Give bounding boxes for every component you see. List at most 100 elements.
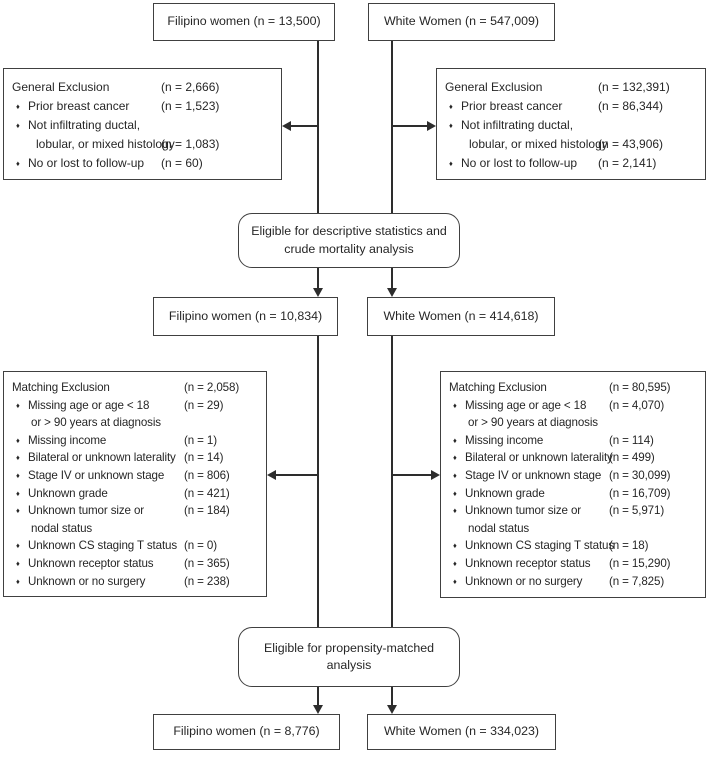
exclusion-header-row: Matching Exclusion (n = 80,595) [449,379,699,397]
arrowhead-right-icon [427,121,436,131]
row-count: (n = 2,141) [598,156,657,170]
bullet-icon: ♦ [16,558,20,568]
exclusion-row: ♦ Unknown CS staging T status (n = 18) [449,537,699,555]
bullet-icon: ♦ [16,541,20,551]
bullet-icon: ♦ [453,400,457,410]
exclusion-count: (n = 2,058) [184,381,240,394]
exclusion-title: General Exclusion [445,80,543,94]
exclusion-count: (n = 80,595) [609,381,671,394]
bullet-icon: ♦ [453,435,457,445]
row-label: Missing age or age < 18 [28,398,150,412]
exclusion-header-row: General Exclusion (n = 2,666) [12,78,275,97]
bullet-icon: ♦ [16,400,20,410]
row-label: Prior breast cancer [461,99,563,113]
connector-filipino-mid [317,336,319,627]
row-label: Bilateral or unknown laterality [28,451,176,465]
node-label-line1: Eligible for propensity-matched [263,640,435,655]
exclusion-row: ♦ No or lost to follow-up (n = 60) [12,154,275,173]
bullet-icon: ♦ [449,159,453,168]
connector-eligible2-white [391,687,393,705]
row-count: (n = 5,971) [609,504,665,518]
row-count: (n = 60) [161,156,203,170]
exclusion-row: ♦ Prior breast cancer (n = 86,344) [445,97,699,116]
row-label: nodal status [31,521,93,535]
row-count: (n = 365) [184,556,230,570]
bullet-icon: ♦ [16,102,20,111]
arrowhead-down-icon [313,705,323,714]
row-label: Not infiltrating ductal, [28,118,141,132]
exclusion-continuation-row: nodal status [449,520,699,538]
node-eligible-matched: Eligible for propensity-matched analysis [238,627,460,687]
connector-white-top [391,41,393,213]
row-count: (n = 499) [609,451,655,465]
bullet-icon: ♦ [16,576,20,586]
row-label: Stage IV or unknown stage [465,468,602,482]
exclusion-row: ♦ Stage IV or unknown stage (n = 30,099) [449,467,699,485]
bullet-icon: ♦ [16,453,20,463]
bullet-icon: ♦ [453,541,457,551]
bullet-icon: ♦ [16,159,20,168]
general-exclusion-box-filipino: General Exclusion (n = 2,666) ♦ Prior br… [3,68,282,180]
exclusion-row: ♦ No or lost to follow-up (n = 2,141) [445,154,699,173]
bullet-icon: ♦ [453,576,457,586]
exclusion-continuation-row: or > 90 years at diagnosis [449,414,699,432]
row-label: Not infiltrating ductal, [461,118,574,132]
exclusion-header-row: Matching Exclusion (n = 2,058) [12,379,260,397]
exclusion-row: ♦ Bilateral or unknown laterality (n = 1… [12,449,260,467]
exclusion-row: ♦ Missing age or age < 18 (n = 29) [12,397,260,415]
exclusion-row: ♦ Unknown or no surgery (n = 7,825) [449,573,699,591]
branch-matching-filipino [276,474,318,476]
bullet-icon: ♦ [453,558,457,568]
row-label: Unknown or no surgery [465,574,583,588]
arrowhead-down-icon [387,705,397,714]
node-filipino-eligible: Filipino women (n = 10,834) [153,297,338,336]
exclusion-row: ♦ Prior breast cancer (n = 1,523) [12,97,275,116]
row-label: Missing age or age < 18 [465,398,587,412]
exclusion-row: ♦ Unknown or no surgery (n = 238) [12,573,260,591]
node-label-line2: crude mortality analysis [284,241,414,256]
row-count: (n = 15,290) [609,556,671,570]
node-label: Filipino women (n = 13,500) [167,14,321,29]
exclusion-row: ♦ Unknown CS staging T status (n = 0) [12,537,260,555]
node-white-initial: White Women (n = 547,009) [368,3,555,41]
row-label: Unknown or no surgery [28,574,146,588]
connector-eligible1-filipino [317,268,319,289]
node-label-line2: analysis [326,658,372,672]
node-white-eligible: White Women (n = 414,618) [367,297,555,336]
connector-filipino-top [317,41,319,213]
row-label: Unknown grade [28,486,108,500]
row-count: (n = 238) [184,574,230,588]
general-exclusion-box-white: General Exclusion (n = 132,391) ♦ Prior … [436,68,706,180]
row-label: Missing income [28,433,107,447]
bullet-icon: ♦ [453,488,457,498]
row-label: Unknown CS staging T status [465,539,615,553]
exclusion-row: ♦ Unknown tumor size or (n = 5,971) [449,502,699,520]
exclusion-row: ♦ Unknown receptor status (n = 365) [12,555,260,573]
row-count: (n = 43,906) [598,137,664,151]
exclusion-continuation-row: nodal status [12,520,260,538]
bullet-icon: ♦ [449,121,453,130]
bullet-icon: ♦ [453,470,457,480]
exclusion-row: ♦ Stage IV or unknown stage (n = 806) [12,467,260,485]
node-filipino-final: Filipino women (n = 8,776) [153,714,340,750]
exclusion-row: ♦ Missing age or age < 18 (n = 4,070) [449,397,699,415]
node-label-line1: Eligible for descriptive statistics and [251,224,447,239]
row-label: No or lost to follow-up [461,156,578,170]
exclusion-row: ♦ Missing income (n = 114) [449,432,699,450]
exclusion-row: ♦ Not infiltrating ductal, [445,116,699,135]
bullet-icon: ♦ [16,435,20,445]
row-count: (n = 1,083) [161,137,220,151]
row-count: (n = 30,099) [609,468,671,482]
row-label: Stage IV or unknown stage [28,468,165,482]
exclusion-row: ♦ Missing income (n = 1) [12,432,260,450]
node-label: White Women (n = 334,023) [383,724,540,739]
row-count: (n = 0) [184,539,217,553]
exclusion-row: ♦ Bilateral or unknown laterality (n = 4… [449,449,699,467]
connector-white-mid [391,336,393,627]
bullet-icon: ♦ [453,453,457,463]
exclusion-title: Matching Exclusion [449,381,547,394]
branch-general-white [392,125,427,127]
arrowhead-left-icon [282,121,291,131]
arrowhead-left-icon [267,470,276,480]
row-count: (n = 421) [184,486,230,500]
